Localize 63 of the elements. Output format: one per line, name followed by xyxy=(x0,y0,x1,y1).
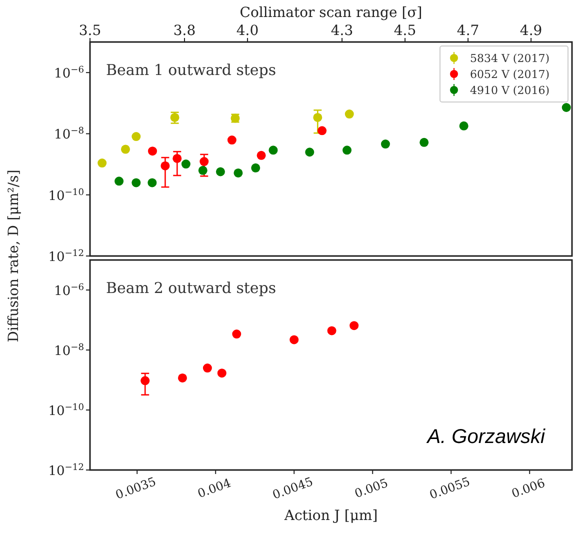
point xyxy=(198,166,208,175)
legend-label: 5834 V (2017) xyxy=(470,52,550,65)
point xyxy=(251,163,260,172)
point xyxy=(140,376,150,386)
point xyxy=(227,136,236,145)
y-tick-label: 10$^{−6}$ xyxy=(54,66,84,82)
y-tick-label: 10$^{−8}$ xyxy=(54,126,84,143)
point xyxy=(148,146,157,156)
point xyxy=(342,146,352,155)
point xyxy=(98,158,107,168)
x2-tick-label: 4.5 xyxy=(394,23,416,39)
point xyxy=(459,121,468,130)
point xyxy=(172,154,182,163)
y-tick-label: 10$^{−6}$ xyxy=(54,283,84,299)
point xyxy=(178,373,187,382)
legend-label: 6052 V (2017) xyxy=(470,68,550,81)
point xyxy=(327,326,336,336)
point xyxy=(305,148,314,157)
point xyxy=(350,321,359,330)
point xyxy=(344,110,354,119)
annotation: A. Gorzawski xyxy=(426,426,546,448)
x2-tick-label: 3.5 xyxy=(78,23,102,39)
point xyxy=(216,167,225,176)
point xyxy=(160,161,170,170)
annotation: Beam 2 outward steps xyxy=(106,279,276,297)
point xyxy=(380,140,390,149)
legend-label: 4910 V (2016) xyxy=(470,84,550,97)
x-tick-label: 0.006 xyxy=(510,476,547,501)
x2-tick-label: 4.9 xyxy=(520,23,542,39)
point xyxy=(234,168,243,178)
point xyxy=(148,178,157,188)
y-tick-label: 10$^{−8}$ xyxy=(54,343,84,359)
x-tick-label: 0.005 xyxy=(352,476,390,501)
point xyxy=(268,146,278,155)
x2-tick-label: 4.0 xyxy=(236,23,259,39)
point xyxy=(256,150,266,160)
annotation: Beam 1 outward steps xyxy=(106,61,276,79)
y-tick-label: 10$^{−12}$ xyxy=(48,249,84,265)
y-tick-label: 10$^{−10}$ xyxy=(48,188,84,204)
point xyxy=(313,112,322,122)
x-tick-label: 0.004 xyxy=(196,476,234,501)
point xyxy=(232,330,242,339)
x2-axis-title: Collimator scan range [σ] xyxy=(240,5,422,21)
point xyxy=(132,132,141,142)
y-tick-label: 10$^{−10}$ xyxy=(48,403,84,419)
y-axis-title: Diffusion rate, D [μm²/s] xyxy=(6,170,22,342)
y-tick-label: 10$^{−12}$ xyxy=(48,463,84,479)
point xyxy=(318,126,327,136)
point xyxy=(132,178,141,188)
point xyxy=(170,112,180,122)
point xyxy=(290,335,299,344)
x-axis-title: Action J [μm] xyxy=(283,508,378,524)
point xyxy=(420,138,429,147)
x2-tick-label: 4.7 xyxy=(456,23,480,39)
point xyxy=(120,144,130,154)
point xyxy=(181,160,190,169)
x2-tick-label: 3.8 xyxy=(173,23,196,39)
point xyxy=(200,157,209,166)
point xyxy=(562,103,571,112)
point xyxy=(202,364,212,373)
point xyxy=(114,176,124,186)
x2-tick-label: 4.3 xyxy=(330,23,354,39)
point xyxy=(217,368,226,378)
